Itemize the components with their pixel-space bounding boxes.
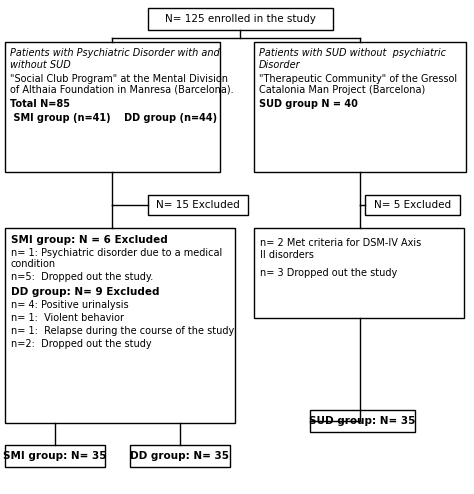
Text: of Althaia Foundation in Manresa (Barcelona).: of Althaia Foundation in Manresa (Barcel… (10, 85, 234, 95)
Text: Total N=85: Total N=85 (10, 99, 70, 109)
Text: DD group: N= 35: DD group: N= 35 (130, 451, 229, 461)
Bar (148, 8, 333, 30)
Text: n=5:  Dropped out the study.: n=5: Dropped out the study. (11, 272, 153, 282)
Text: SMI group: N = 6 Excluded: SMI group: N = 6 Excluded (11, 235, 168, 245)
Text: N= 125 enrolled in the study: N= 125 enrolled in the study (165, 14, 316, 24)
Text: Catalonia Man Project (Barcelona): Catalonia Man Project (Barcelona) (259, 85, 425, 95)
Text: n= 3 Dropped out the study: n= 3 Dropped out the study (260, 268, 397, 278)
Text: "Therapeutic Community" of the Gressol: "Therapeutic Community" of the Gressol (259, 74, 457, 84)
Text: n= 1:  Relapse during the course of the study: n= 1: Relapse during the course of the s… (11, 326, 234, 336)
Text: N= 15 Excluded: N= 15 Excluded (156, 200, 240, 210)
Text: n= 1: Psychiatric disorder due to a medical: n= 1: Psychiatric disorder due to a medi… (11, 248, 222, 258)
Text: II disorders: II disorders (260, 250, 314, 260)
Text: N= 5 Excluded: N= 5 Excluded (374, 200, 451, 210)
Text: condition: condition (11, 259, 56, 269)
Bar (365, 195, 460, 215)
Text: Patients with SUD without  psychiatric: Patients with SUD without psychiatric (259, 48, 446, 58)
Text: SUD group: N= 35: SUD group: N= 35 (310, 416, 416, 426)
Text: without SUD: without SUD (10, 60, 71, 70)
Text: SMI group: N= 35: SMI group: N= 35 (3, 451, 107, 461)
Text: DD group: N= 9 Excluded: DD group: N= 9 Excluded (11, 287, 159, 297)
Bar (5, 445, 105, 467)
Bar (130, 445, 230, 467)
Bar (148, 195, 248, 215)
Text: SMI group (n=41)    DD group (n=44): SMI group (n=41) DD group (n=44) (10, 113, 217, 123)
Text: SUD group N = 40: SUD group N = 40 (259, 99, 358, 109)
Text: n= 1:  Violent behavior: n= 1: Violent behavior (11, 313, 124, 323)
Bar (310, 410, 415, 432)
Text: Disorder: Disorder (259, 60, 301, 70)
Text: n=2:  Dropped out the study: n=2: Dropped out the study (11, 339, 152, 349)
Bar (5, 42, 220, 172)
Text: n= 4: Positive urinalysis: n= 4: Positive urinalysis (11, 300, 128, 310)
Bar (5, 228, 235, 423)
Bar (254, 228, 464, 318)
Text: Patients with Psychiatric Disorder with and: Patients with Psychiatric Disorder with … (10, 48, 220, 58)
Text: n= 2 Met criteria for DSM-IV Axis: n= 2 Met criteria for DSM-IV Axis (260, 238, 421, 248)
Text: "Social Club Program" at the Mental Division: "Social Club Program" at the Mental Divi… (10, 74, 228, 84)
Bar (254, 42, 466, 172)
